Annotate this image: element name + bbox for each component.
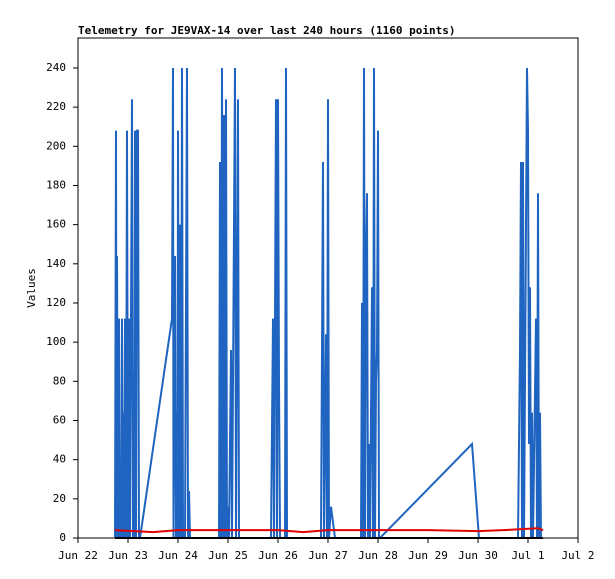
y-tick-label: 200 — [46, 139, 66, 152]
x-tick-label: Jun 24 — [158, 549, 198, 562]
x-tick-label: Jul 1 — [511, 549, 544, 562]
x-tick-label: Jun 25 — [208, 549, 248, 562]
x-tick-label: Jun 28 — [358, 549, 398, 562]
y-tick-label: 240 — [46, 61, 66, 74]
x-tick-label: Jun 30 — [458, 549, 498, 562]
y-tick-label: 140 — [46, 257, 66, 270]
y-tick-label: 180 — [46, 178, 66, 191]
y-axis-label: Values — [25, 268, 38, 308]
y-tick-label: 220 — [46, 100, 66, 113]
x-tick-label: Jun 29 — [408, 549, 448, 562]
series-line — [114, 67, 542, 539]
x-tick-label: Jun 23 — [108, 549, 148, 562]
series-line — [114, 527, 544, 534]
x-tick-label: Jun 26 — [258, 549, 298, 562]
y-tick-label: 160 — [46, 218, 66, 231]
y-tick-label: 0 — [59, 531, 66, 544]
y-tick-label: 100 — [46, 335, 66, 348]
y-tick-label: 40 — [53, 453, 66, 466]
y-tick-label: 20 — [53, 492, 66, 505]
x-tick-label: Jun 22 — [58, 549, 98, 562]
x-tick-label: Jun 27 — [308, 549, 348, 562]
y-tick-label: 80 — [53, 374, 66, 387]
y-tick-label: 60 — [53, 413, 66, 426]
x-tick-label: Jul 2 — [561, 549, 594, 562]
y-tick-label: 120 — [46, 296, 66, 309]
chart-title: Telemetry for JE9VAX-14 over last 240 ho… — [78, 24, 456, 37]
